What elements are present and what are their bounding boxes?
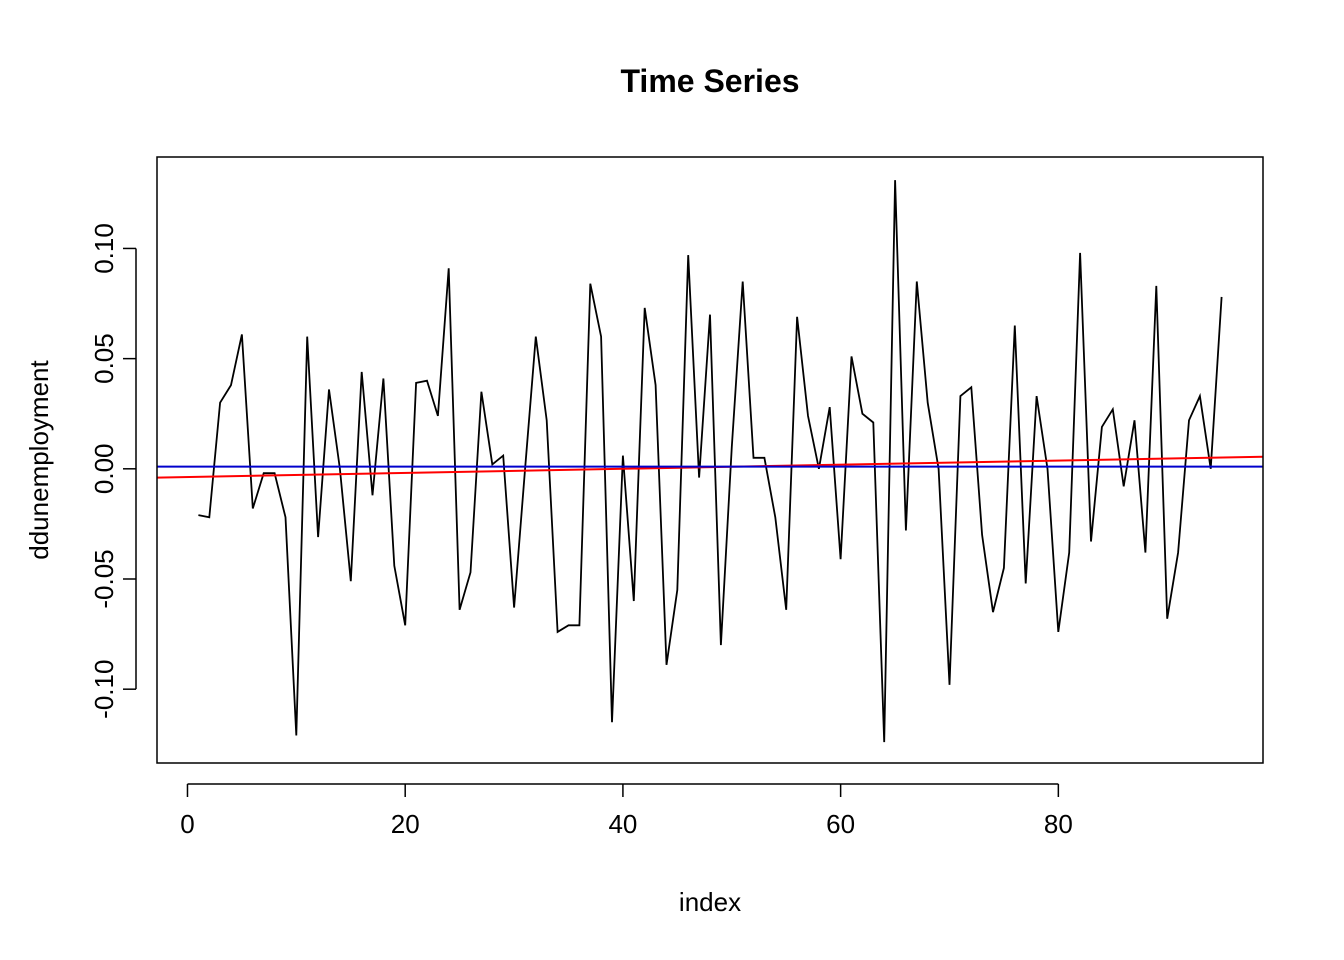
- ddunemployment-series-line: [198, 180, 1223, 743]
- y-tick-label: 0.10: [89, 223, 119, 274]
- x-tick-label: 80: [1044, 809, 1073, 839]
- x-axis-label: index: [679, 887, 741, 917]
- x-tick-label: 40: [608, 809, 637, 839]
- y-tick-label: -0.05: [89, 549, 119, 608]
- x-tick-label: 0: [180, 809, 194, 839]
- y-tick-label: -0.10: [89, 660, 119, 719]
- y-tick-label: 0.00: [89, 443, 119, 494]
- y-tick-label: 0.05: [89, 333, 119, 384]
- plot-area: 0 20 40 60 80 -0.10 -0.05 0.00 0.05 0.10: [89, 156, 1264, 839]
- y-axis-label: ddunemployment: [24, 360, 54, 560]
- plot-box: [156, 156, 1264, 764]
- x-tick-label: 20: [391, 809, 420, 839]
- x-tick-label: 60: [826, 809, 855, 839]
- chart-title: Time Series: [620, 63, 799, 99]
